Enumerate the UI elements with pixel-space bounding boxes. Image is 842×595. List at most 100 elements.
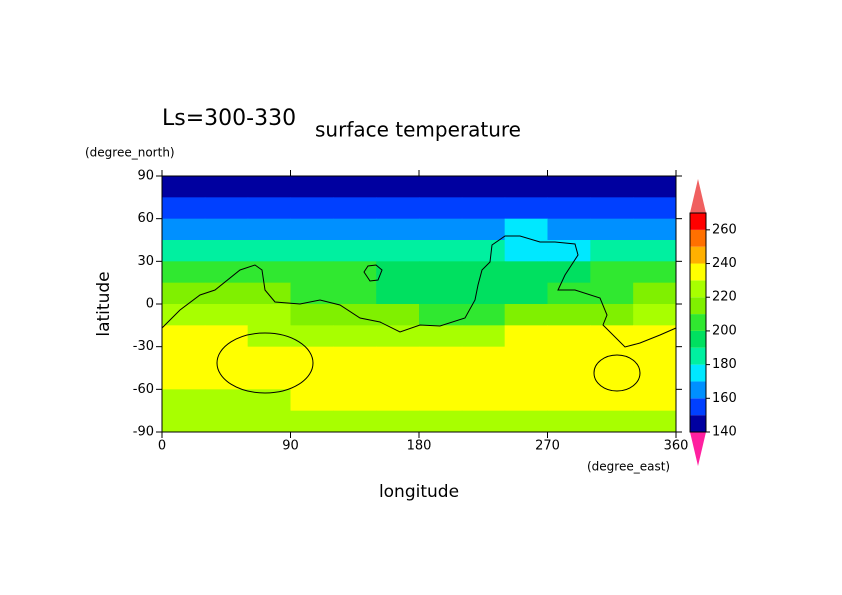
colorbar-segment: [690, 330, 706, 348]
contour-cell: [333, 261, 377, 284]
contour-cell: [547, 389, 591, 412]
contour-cell: [590, 389, 634, 412]
contour-cell: [419, 325, 463, 348]
contour-cell: [204, 197, 249, 220]
contour-cell: [633, 304, 677, 326]
colorbar-tick-label: 260: [712, 222, 737, 237]
contour-cell: [461, 410, 506, 433]
contour-cell: [504, 368, 548, 390]
contour-cell: [461, 346, 506, 369]
contour-cell: [376, 410, 420, 433]
contour-cell: [204, 218, 249, 241]
contour-cell: [333, 346, 377, 369]
contour-cell: [376, 304, 420, 326]
chart-title: surface temperature: [315, 118, 521, 142]
contour-cell: [204, 240, 249, 262]
contour-cell: [461, 261, 506, 284]
contour-cell: [633, 240, 677, 262]
colorbar-segment: [690, 398, 706, 416]
contour-cell: [419, 261, 463, 284]
crater-outline: [216, 332, 314, 394]
contour-cell: [419, 346, 463, 369]
contour-cell: [504, 176, 548, 198]
contour-cell: [590, 410, 634, 433]
contour-cell: [419, 218, 463, 241]
x-axis-title: longitude: [379, 482, 459, 502]
contour-cell: [247, 389, 291, 412]
contour-cell: [290, 389, 334, 412]
contour-cell: [247, 325, 291, 348]
contour-cell: [504, 240, 548, 262]
contour-cell: [504, 346, 548, 369]
contour-cell: [590, 240, 634, 262]
contour-cell: [547, 282, 591, 305]
contour-cell: [290, 176, 334, 198]
contour-cell: [290, 325, 334, 348]
contour-cell: [504, 389, 548, 412]
contour-cell: [461, 176, 506, 198]
contour-cell: [461, 240, 506, 262]
contour-cell: [376, 368, 420, 390]
y-tick-label: 90: [137, 169, 154, 184]
contour-cell: [290, 240, 334, 262]
contour-cell: [547, 346, 591, 369]
contour-cell: [504, 197, 548, 220]
contour-cell: [376, 218, 420, 241]
contour-cell: [504, 282, 548, 305]
contour-cell: [547, 218, 591, 241]
colorbar-tick-label: 220: [712, 290, 737, 305]
contour-cell: [461, 325, 506, 348]
contour-cell: [333, 240, 377, 262]
contour-cell: [547, 304, 591, 326]
contour-cell: [162, 389, 206, 412]
colorbar-segment: [690, 381, 706, 399]
contour-cell: [547, 410, 591, 433]
contour-cell: [633, 410, 677, 433]
contour-cell: [419, 240, 463, 262]
contour-cell: [633, 197, 677, 220]
contour-cell: [204, 261, 249, 284]
plot-frame: [161, 175, 677, 433]
contour-cell: [247, 240, 291, 262]
contour-field: [162, 176, 677, 433]
contour-cell: [419, 389, 463, 412]
coast-line: [161, 235, 677, 348]
contour-cell: [461, 282, 506, 305]
contour-cell: [461, 304, 506, 326]
contour-cell: [504, 325, 548, 348]
contour-cell: [633, 325, 677, 348]
contour-cell: [247, 261, 291, 284]
contour-cell: [633, 218, 677, 241]
contour-cell: [247, 282, 291, 305]
contour-cell: [590, 346, 634, 369]
colorbar-segment: [690, 415, 706, 432]
contour-cell: [633, 389, 677, 412]
contour-cell: [590, 282, 634, 305]
colorbar-tick-label: 180: [712, 357, 737, 372]
contour-cell: [333, 176, 377, 198]
x-tick-label: 0: [158, 439, 166, 454]
contour-cell: [204, 346, 249, 369]
contour-cell: [590, 176, 634, 198]
contour-cell: [204, 282, 249, 305]
contour-cell: [333, 282, 377, 305]
contour-cell: [376, 261, 420, 284]
contour-cell: [247, 218, 291, 241]
contour-cell: [547, 261, 591, 284]
contour-cell: [547, 176, 591, 198]
contour-cell: [333, 325, 377, 348]
contour-cell: [419, 368, 463, 390]
contour-cell: [162, 197, 206, 220]
topography-outline: [161, 235, 677, 394]
contour-cell: [333, 410, 377, 433]
contour-cell: [419, 282, 463, 305]
contour-cell: [504, 304, 548, 326]
contour-cell: [247, 410, 291, 433]
y-tick-label: -90: [133, 425, 154, 440]
contour-cell: [419, 304, 463, 326]
colorbar-segment: [690, 263, 706, 281]
contour-cell: [376, 346, 420, 369]
contour-cell: [633, 261, 677, 284]
y-tick-label: 0: [146, 297, 154, 312]
